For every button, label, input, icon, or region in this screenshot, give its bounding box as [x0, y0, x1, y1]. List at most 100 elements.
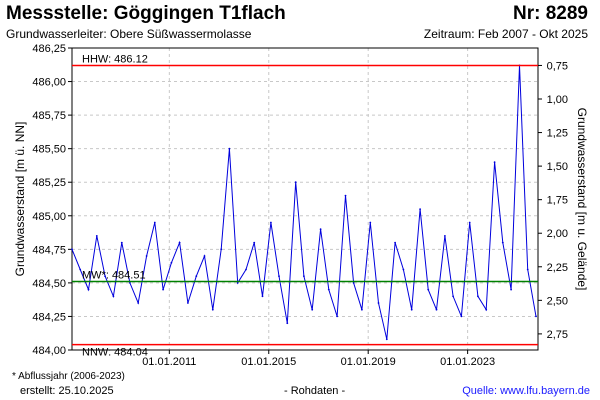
data-point	[377, 302, 380, 304]
data-point	[361, 308, 363, 311]
y-tick-label: 484,25	[32, 311, 66, 323]
data-point	[410, 308, 413, 311]
data-point	[170, 261, 173, 264]
data-point	[253, 241, 256, 244]
y-tick-label: 486,25	[32, 43, 66, 55]
data-point	[120, 241, 123, 244]
aquifer-label: Grundwasserleiter: Obere Süßwassermolass…	[6, 27, 252, 41]
data-point	[245, 268, 247, 271]
raw-data-label: - Rohdaten -	[284, 385, 346, 397]
data-point	[270, 221, 272, 224]
data-point	[501, 241, 504, 244]
x-tick-label: 01.01.2011	[142, 356, 196, 368]
data-point	[336, 315, 338, 318]
data-point	[452, 295, 454, 298]
source-link[interactable]: Quelle: www.lfu.bayern.de	[462, 385, 590, 397]
data-point	[195, 275, 198, 278]
data-point	[129, 282, 131, 284]
y-tick-label: 484,50	[32, 278, 66, 290]
data-point	[369, 221, 372, 224]
data-point	[286, 322, 289, 325]
y-tick-label: 485,00	[32, 211, 66, 223]
y2-tick-label: 0,75	[547, 60, 568, 72]
data-point	[402, 268, 405, 271]
data-point	[493, 161, 496, 164]
period-label: Zeitraum: Feb 2007 - Okt 2025	[423, 27, 588, 41]
data-point	[187, 302, 189, 304]
data-point	[294, 181, 297, 184]
station-number: Nr: 8289	[513, 3, 588, 24]
y-tick-label: 485,25	[32, 177, 66, 189]
page-title: Messstelle: Göggingen T1flach	[6, 3, 286, 24]
data-point	[319, 228, 322, 231]
data-point	[278, 275, 280, 278]
data-point	[535, 315, 537, 318]
y-tick-label: 484,75	[32, 244, 66, 256]
reference-line-label: NNW: 484.04	[82, 347, 148, 359]
data-point	[510, 288, 512, 291]
footnote: * Abflussjahr (2006-2023)	[12, 371, 125, 382]
data-point	[327, 288, 330, 291]
reference-lines: HHW: 486.12 MW*: 484.51 NNW: 484.04	[72, 53, 538, 359]
y2-tick-label: 1,50	[547, 161, 568, 173]
x-tick-label: 01.01.2015	[241, 356, 296, 368]
data-point	[236, 282, 239, 284]
data-point	[228, 147, 231, 150]
data-point	[303, 275, 305, 278]
data-point	[427, 288, 430, 291]
x-axis-ticks: 01.01.2011 01.01.2015 01.01.2019 01.01.2023	[142, 350, 495, 368]
data-point	[95, 235, 98, 237]
data-point	[394, 241, 396, 244]
data-point	[311, 308, 314, 311]
data-point	[352, 282, 355, 284]
series-line	[71, 65, 537, 340]
y2-tick-label: 2,75	[547, 329, 568, 341]
y-tick-label: 485,75	[32, 110, 66, 122]
y-tick-label: 486,00	[32, 77, 66, 89]
y2-tick-label: 1,00	[547, 94, 568, 106]
data-point	[435, 308, 438, 311]
data-point	[79, 268, 82, 271]
y2-axis-ticks: 0,75 1,00 1,25 1,50 1,75 2,00 2,25 2,50 2,75	[538, 60, 568, 341]
data-point	[104, 275, 106, 278]
data-point	[153, 221, 156, 224]
y-axis-ticks: 484,00 484,25 484,50 484,75 485,00 485,25 485,…	[32, 43, 72, 357]
y2-tick-label: 2,00	[547, 228, 568, 240]
series-layer	[71, 64, 537, 341]
data-point	[477, 295, 479, 298]
data-point	[419, 208, 421, 211]
data-point	[112, 295, 115, 298]
reference-line-label: HHW: 486.12	[82, 53, 148, 65]
data-point	[344, 194, 347, 197]
data-point	[145, 255, 148, 257]
data-point	[460, 315, 463, 318]
data-point	[220, 248, 223, 251]
plot-frame	[71, 47, 539, 351]
y2-tick-label: 2,25	[547, 262, 568, 274]
data-point	[261, 295, 264, 298]
grid-layer	[72, 47, 538, 351]
data-point	[178, 241, 181, 244]
x-tick-label: 01.01.2019	[341, 356, 396, 368]
y2-tick-label: 2,50	[547, 295, 568, 307]
data-point	[526, 268, 529, 271]
data-point	[444, 235, 446, 237]
data-point	[468, 221, 471, 224]
data-point	[162, 288, 165, 291]
reference-line-label: MW*: 484.51	[82, 270, 146, 282]
created-date: erstellt: 25.10.2025	[20, 385, 114, 397]
data-point	[385, 338, 388, 341]
y2-tick-label: 1,25	[547, 128, 568, 140]
data-point	[485, 308, 488, 311]
data-point	[71, 248, 73, 251]
y-tick-label: 485,50	[32, 144, 66, 156]
data-point	[211, 308, 214, 311]
data-point	[203, 255, 206, 257]
y2-tick-label: 1,75	[547, 195, 568, 207]
y-axis-label: Grundwasserstand [m ü. NN]	[13, 122, 27, 277]
data-point	[87, 288, 90, 291]
data-point	[137, 302, 140, 304]
x-tick-label: 01.01.2023	[440, 356, 495, 368]
y2-axis-label: Grundwasserstand [m u. Gelände]	[575, 108, 589, 291]
